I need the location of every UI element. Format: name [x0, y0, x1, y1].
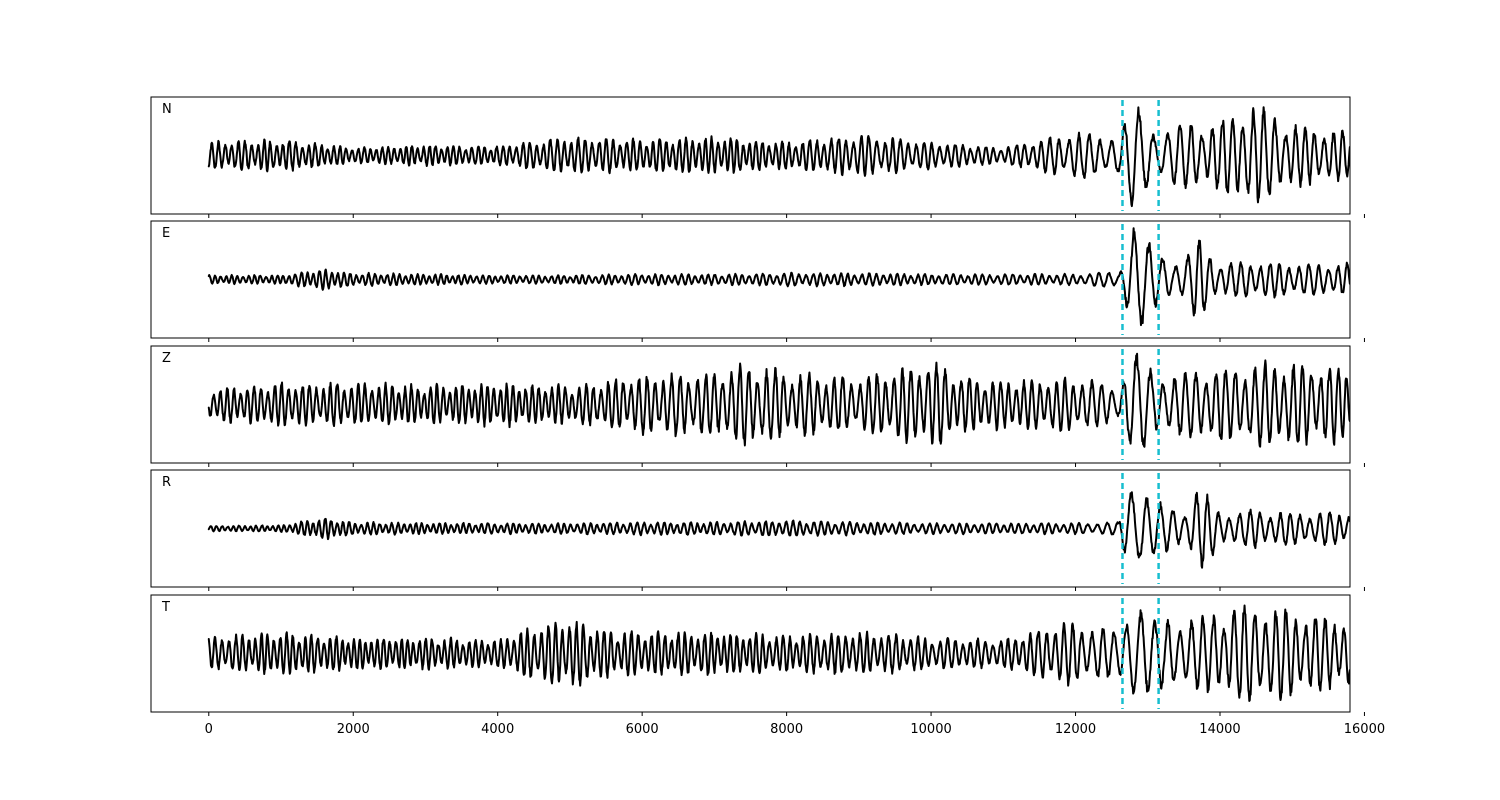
- x-tick-label: 10000: [910, 722, 951, 737]
- x-tick-label: 14000: [1199, 722, 1240, 737]
- panels-group: N E Z R T: [150, 96, 1365, 716]
- trace-n: [207, 106, 1350, 208]
- panel-frame: [150, 469, 1351, 588]
- x-tick-label: 12000: [1055, 722, 1096, 737]
- x-tick-label: 6000: [626, 722, 659, 737]
- panel-label: E: [162, 226, 170, 241]
- panel-n: N: [150, 96, 1365, 218]
- x-tick-label: 4000: [481, 722, 514, 737]
- x-tick-label: 8000: [770, 722, 803, 737]
- panel-t: T: [150, 594, 1365, 716]
- panel-e: E: [150, 220, 1365, 342]
- trace-e: [207, 227, 1350, 327]
- panel-label: T: [161, 600, 170, 615]
- x-tick-label: 0: [205, 722, 213, 737]
- panel-label: R: [162, 475, 171, 490]
- panel-label: N: [162, 102, 172, 117]
- trace-z: [207, 352, 1350, 448]
- x-tick-label: 2000: [337, 722, 370, 737]
- x-tick-label: 16000: [1344, 722, 1385, 737]
- panel-frame: [150, 345, 1351, 464]
- panel-frame: [150, 594, 1351, 713]
- x-axis: 0 2000 4000 6000 8000 10000 12000 14000 16000: [205, 722, 1385, 737]
- panel-z: Z: [150, 345, 1365, 467]
- panel-r: R: [150, 469, 1365, 591]
- panel-label: Z: [162, 351, 171, 366]
